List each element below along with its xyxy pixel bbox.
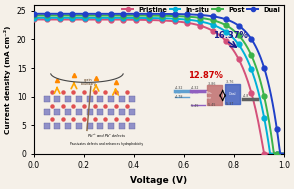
Post xyxy=(247,49,250,51)
Post xyxy=(33,14,36,17)
Pristine xyxy=(247,83,250,85)
Post xyxy=(273,153,276,155)
Pristine xyxy=(183,21,187,24)
In-situ xyxy=(32,17,36,19)
In-situ xyxy=(269,153,273,155)
In-situ xyxy=(183,18,187,21)
Pristine xyxy=(262,153,266,155)
Line: Pristine: Pristine xyxy=(31,17,291,156)
Dual xyxy=(287,153,290,155)
Legend: Pristine, In-situ, Post, Dual: Pristine, In-situ, Post, Dual xyxy=(120,4,283,15)
Dual xyxy=(184,13,188,15)
Dual xyxy=(263,70,267,72)
In-situ xyxy=(184,18,188,21)
Pristine xyxy=(287,153,290,155)
Line: Dual: Dual xyxy=(31,11,291,156)
Post xyxy=(188,16,192,18)
In-situ xyxy=(263,121,267,123)
Line: In-situ: In-situ xyxy=(31,15,291,156)
Post xyxy=(263,99,267,101)
X-axis label: Voltage (V): Voltage (V) xyxy=(130,176,188,185)
Dual xyxy=(183,13,187,15)
Text: 12.87%: 12.87% xyxy=(188,71,223,80)
In-situ xyxy=(247,62,250,64)
In-situ xyxy=(188,19,192,21)
Pristine xyxy=(184,21,188,24)
Y-axis label: Current density (mA cm⁻²): Current density (mA cm⁻²) xyxy=(4,25,11,134)
Post xyxy=(183,15,187,18)
Post xyxy=(32,14,36,17)
Pristine xyxy=(264,153,268,155)
Dual xyxy=(278,153,282,155)
Dual xyxy=(247,34,250,36)
Text: 16.37%: 16.37% xyxy=(213,31,248,40)
Line: Post: Post xyxy=(31,13,291,156)
In-situ xyxy=(33,17,36,19)
Pristine xyxy=(32,18,36,21)
In-situ xyxy=(287,153,290,155)
Dual xyxy=(188,13,192,15)
Post xyxy=(287,153,290,155)
Post xyxy=(184,15,188,18)
Pristine xyxy=(33,18,36,21)
Dual xyxy=(32,13,36,15)
Pristine xyxy=(188,22,192,24)
Dual xyxy=(33,13,36,15)
